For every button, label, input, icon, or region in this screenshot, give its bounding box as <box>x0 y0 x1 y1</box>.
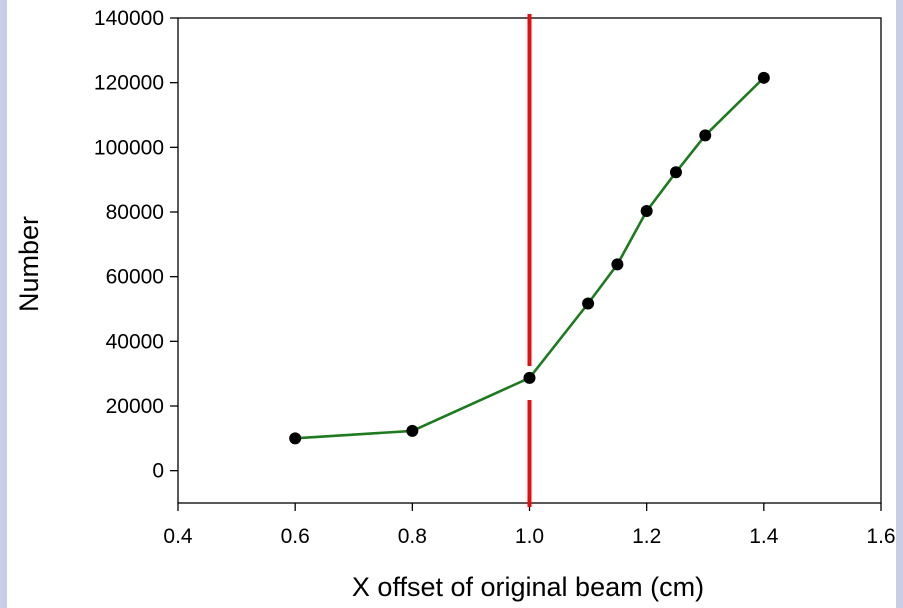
x-tick-label: 1.2 <box>632 525 661 548</box>
tick-labels: 0.4 0.6 0.8 1.0 1.2 1.4 1.6 0 20000 40000 60000 800… <box>94 7 896 548</box>
x-tick-label: 1.6 <box>866 525 895 548</box>
y-tick-label: 80000 <box>106 201 164 224</box>
y-tick-label: 40000 <box>106 330 164 353</box>
data-point <box>289 432 302 445</box>
y-tick-label: 20000 <box>106 395 164 418</box>
x-tick-label: 1.4 <box>749 525 779 548</box>
y-tick-label: 60000 <box>106 266 164 289</box>
x-tick-label: 0.4 <box>163 525 193 548</box>
x-tick-label: 0.6 <box>281 525 310 548</box>
data-point <box>523 371 536 384</box>
axis-ticks <box>170 17 882 511</box>
data-point <box>406 424 419 437</box>
y-tick-label: 140000 <box>94 7 164 30</box>
left-border-stripe <box>0 0 7 608</box>
series-group <box>289 71 770 445</box>
data-point <box>669 166 682 179</box>
y-axis-title: Number <box>14 216 44 312</box>
data-point <box>699 129 712 142</box>
y-tick-label: 0 <box>152 460 164 483</box>
x-tick-label: 0.8 <box>398 525 427 548</box>
right-border-stripe <box>896 0 903 608</box>
y-tick-label: 100000 <box>94 136 164 159</box>
data-point <box>640 205 653 218</box>
x-axis-title: X offset of original beam (cm) <box>352 572 704 602</box>
y-tick-label: 120000 <box>94 72 164 95</box>
data-point <box>611 258 624 271</box>
x-tick-label: 1.0 <box>515 525 544 548</box>
data-point <box>757 71 770 84</box>
data-point <box>582 297 595 310</box>
